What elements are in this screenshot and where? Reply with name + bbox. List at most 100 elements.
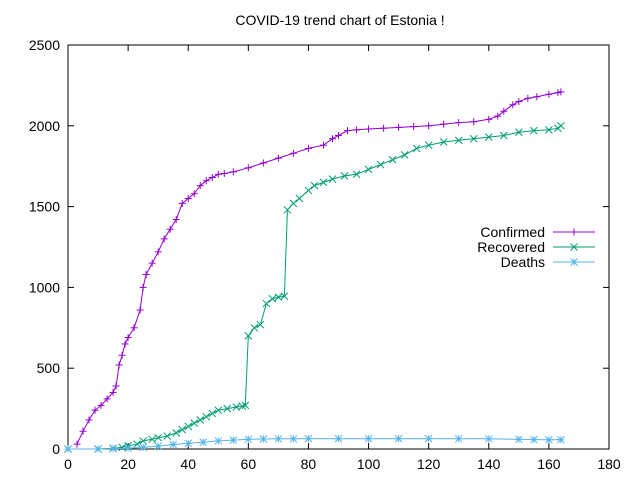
data-point-confirmed [515, 98, 523, 106]
marker-stroke [163, 432, 172, 440]
data-point-recovered [139, 437, 147, 445]
data-point-recovered [208, 409, 217, 418]
data-point-confirmed [73, 440, 81, 448]
marker-stroke [199, 438, 208, 447]
marker-stroke [208, 409, 217, 418]
marker-stroke [545, 435, 553, 444]
marker-stroke [259, 435, 268, 443]
data-point-confirmed [365, 125, 373, 133]
data-point-deaths [557, 435, 565, 444]
data-point-confirmed [121, 340, 129, 348]
marker-stroke [454, 136, 463, 145]
data-point-deaths [229, 436, 238, 444]
data-point-confirmed [319, 141, 327, 149]
marker-stroke [304, 434, 313, 443]
data-point-recovered [400, 151, 409, 159]
x-tick-label: 160 [537, 456, 561, 472]
data-point-confirmed [500, 107, 508, 115]
marker-stroke [214, 437, 223, 445]
data-point-recovered [238, 402, 247, 411]
y-tick-label: 1500 [29, 199, 60, 215]
marker-stroke [274, 434, 283, 443]
data-point-recovered [250, 323, 259, 332]
data-point-confirmed [142, 270, 150, 278]
data-point-confirmed [202, 177, 210, 185]
data-point-recovered [424, 141, 433, 150]
marker-stroke [133, 440, 141, 449]
data-point-confirmed [136, 306, 144, 314]
data-point-recovered [133, 440, 141, 449]
marker-stroke [557, 121, 565, 130]
data-point-confirmed [229, 168, 237, 176]
data-point-recovered [469, 134, 478, 143]
data-point-deaths [304, 434, 313, 443]
marker-stroke [514, 128, 523, 137]
data-point-confirmed [103, 395, 111, 403]
marker-stroke [439, 138, 448, 146]
marker-stroke [530, 126, 538, 135]
data-point-confirmed [524, 94, 532, 102]
x-tick-label: 100 [357, 456, 381, 472]
data-point-deaths [364, 434, 373, 443]
data-point-recovered [557, 121, 565, 130]
data-point-confirmed [304, 144, 312, 152]
marker-stroke [289, 434, 298, 443]
data-point-confirmed [190, 190, 198, 198]
data-point-confirmed [214, 170, 222, 178]
data-point-recovered [163, 432, 172, 440]
series-line-confirmed [76, 91, 562, 445]
data-point-confirmed [533, 93, 541, 101]
marker-stroke [570, 258, 578, 266]
data-point-confirmed [208, 174, 216, 182]
data-point-confirmed [130, 324, 138, 332]
marker-stroke [484, 434, 493, 443]
series-deaths [64, 434, 565, 453]
marker-stroke [172, 428, 181, 437]
data-point-confirmed [124, 333, 132, 341]
x-tick-label: 40 [180, 456, 196, 472]
x-tick-label: 60 [241, 456, 257, 472]
marker-stroke [319, 178, 328, 187]
marker-stroke [178, 425, 187, 434]
marker-stroke [154, 442, 163, 450]
data-point-deaths [274, 434, 283, 443]
data-point-recovered [412, 144, 421, 153]
data-point-recovered [241, 401, 250, 410]
data-point-recovered [184, 422, 193, 431]
data-point-deaths [124, 444, 132, 453]
data-point-confirmed [85, 416, 93, 424]
marker-stroke [514, 435, 523, 444]
data-point-confirmed [160, 235, 168, 243]
marker-stroke [352, 170, 361, 179]
marker-stroke [241, 401, 250, 410]
marker-stroke [184, 422, 193, 431]
data-point-confirmed [91, 406, 99, 414]
data-point-confirmed [139, 283, 147, 291]
data-point-confirmed [335, 131, 342, 139]
marker-stroke [244, 435, 253, 444]
legend-label-confirmed: Confirmed [480, 224, 545, 240]
data-point-recovered [388, 155, 397, 164]
marker-stroke [268, 294, 277, 303]
legend-marker-deaths [570, 258, 578, 266]
data-point-confirmed [289, 149, 297, 157]
data-point-recovered [352, 170, 361, 179]
data-point-recovered [364, 165, 373, 174]
data-point-recovered [190, 419, 199, 427]
data-point-confirmed [545, 90, 553, 98]
series-layer [64, 88, 565, 453]
data-point-recovered [256, 320, 265, 329]
data-point-deaths [199, 438, 208, 447]
data-point-recovered [262, 299, 271, 308]
marker-stroke [388, 155, 397, 164]
data-point-deaths [184, 439, 193, 448]
data-point-deaths [214, 437, 223, 445]
data-point-recovered [530, 126, 538, 135]
data-point-deaths [334, 434, 343, 443]
plot-frame [67, 44, 610, 450]
marker-stroke [364, 434, 373, 443]
data-point-confirmed [220, 169, 228, 177]
marker-stroke [454, 434, 463, 443]
marker-stroke [295, 194, 304, 203]
